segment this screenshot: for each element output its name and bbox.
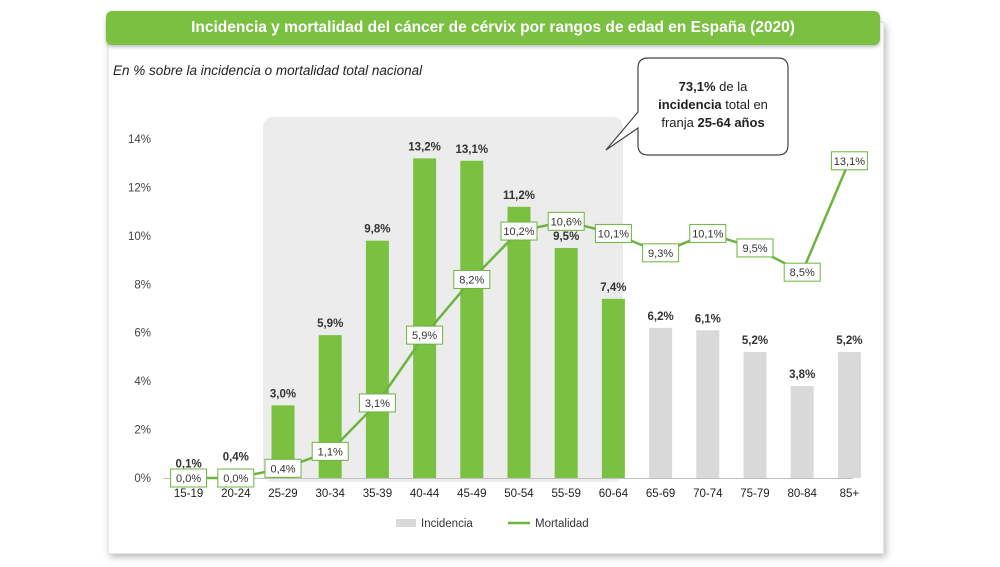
x-tick-label: 85+ bbox=[840, 488, 860, 500]
bar-data-label: 13,2% bbox=[408, 141, 441, 153]
bar-incidencia bbox=[508, 207, 531, 478]
bar-incidencia bbox=[696, 330, 719, 478]
bar-incidencia bbox=[838, 352, 861, 478]
x-tick-label: 15-19 bbox=[174, 488, 203, 500]
y-tick-label: 6% bbox=[134, 328, 151, 340]
mortalidad-data-label: 8,5% bbox=[790, 267, 815, 279]
bar-data-label: 5,9% bbox=[317, 318, 343, 330]
bar-data-label: 3,8% bbox=[789, 369, 815, 381]
x-tick-label: 80-84 bbox=[787, 488, 817, 500]
y-tick-label: 10% bbox=[128, 231, 151, 243]
callout-bold2: 25-64 años bbox=[697, 115, 764, 130]
mortalidad-data-label: 9,5% bbox=[742, 243, 767, 255]
bar-data-label: 0,4% bbox=[223, 451, 249, 463]
bar-data-label: 5,2% bbox=[836, 335, 862, 347]
callout-pct: 73,1% bbox=[679, 79, 716, 94]
x-tick-label: 50-54 bbox=[504, 488, 534, 500]
x-tick-label: 65-69 bbox=[646, 488, 675, 500]
x-tick-label: 70-74 bbox=[693, 488, 723, 500]
x-tick-label: 30-34 bbox=[315, 488, 345, 500]
bar-data-label: 6,1% bbox=[695, 313, 721, 325]
x-tick-label: 75-79 bbox=[740, 488, 769, 500]
x-tick-label: 60-64 bbox=[599, 488, 629, 500]
x-tick-label: 45-49 bbox=[457, 488, 486, 500]
legend-incidencia-label: Incidencia bbox=[421, 518, 473, 530]
mortalidad-data-label: 0,0% bbox=[176, 473, 201, 485]
y-tick-label: 14% bbox=[128, 134, 151, 146]
y-tick-label: 12% bbox=[128, 182, 151, 194]
bar-data-label: 3,0% bbox=[270, 388, 296, 400]
legend-incidencia-swatch bbox=[396, 519, 416, 527]
x-tick-label: 40-44 bbox=[410, 488, 440, 500]
bar-data-label: 7,4% bbox=[600, 282, 626, 294]
mortalidad-data-label: 10,1% bbox=[692, 228, 723, 240]
mortalidad-data-label: 1,1% bbox=[318, 446, 343, 458]
mortalidad-data-label: 8,2% bbox=[459, 274, 484, 286]
bar-incidencia bbox=[366, 241, 389, 478]
legend-mortalidad-label: Mortalidad bbox=[535, 518, 589, 530]
bar-incidencia bbox=[460, 161, 483, 478]
y-tick-label: 2% bbox=[134, 425, 151, 437]
mortalidad-data-label: 13,1% bbox=[834, 156, 865, 168]
bar-data-label: 11,2% bbox=[503, 190, 535, 202]
bar-data-label: 9,5% bbox=[553, 231, 579, 243]
bar-data-label: 6,2% bbox=[647, 311, 673, 323]
callout-t2: total en bbox=[722, 97, 768, 112]
bar-incidencia bbox=[649, 328, 672, 478]
mortalidad-data-label: 9,3% bbox=[648, 248, 673, 260]
y-tick-label: 0% bbox=[134, 473, 151, 485]
mortalidad-data-label: 5,9% bbox=[412, 330, 437, 342]
x-tick-label: 20-24 bbox=[221, 488, 251, 500]
bar-data-label: 9,8% bbox=[364, 224, 390, 236]
bar-incidencia bbox=[413, 158, 436, 478]
bar-incidencia bbox=[791, 386, 814, 478]
callout-bold1: incidencia bbox=[658, 97, 722, 112]
mortalidad-data-label: 10,1% bbox=[598, 228, 629, 240]
bar-data-label: 5,2% bbox=[742, 335, 768, 347]
mortalidad-data-label: 0,0% bbox=[223, 473, 248, 485]
callout-text: 73,1% de la incidencia total en franja 2… bbox=[640, 78, 786, 132]
mortalidad-data-label: 3,1% bbox=[365, 398, 390, 410]
bar-data-label: 13,1% bbox=[455, 144, 488, 156]
bar-incidencia bbox=[744, 352, 767, 478]
mortalidad-data-label: 10,6% bbox=[551, 216, 582, 228]
callout-t3: franja bbox=[661, 115, 697, 130]
y-tick-label: 4% bbox=[134, 376, 151, 388]
callout-t1: de la bbox=[716, 79, 748, 94]
x-tick-label: 55-59 bbox=[551, 488, 580, 500]
mortalidad-data-label: 0,4% bbox=[270, 463, 295, 475]
x-tick-label: 35-39 bbox=[363, 488, 392, 500]
bar-incidencia bbox=[602, 299, 625, 478]
mortalidad-data-label: 10,2% bbox=[503, 226, 534, 238]
y-tick-label: 8% bbox=[134, 279, 151, 291]
bar-incidencia bbox=[555, 248, 578, 478]
x-tick-label: 25-29 bbox=[268, 488, 297, 500]
